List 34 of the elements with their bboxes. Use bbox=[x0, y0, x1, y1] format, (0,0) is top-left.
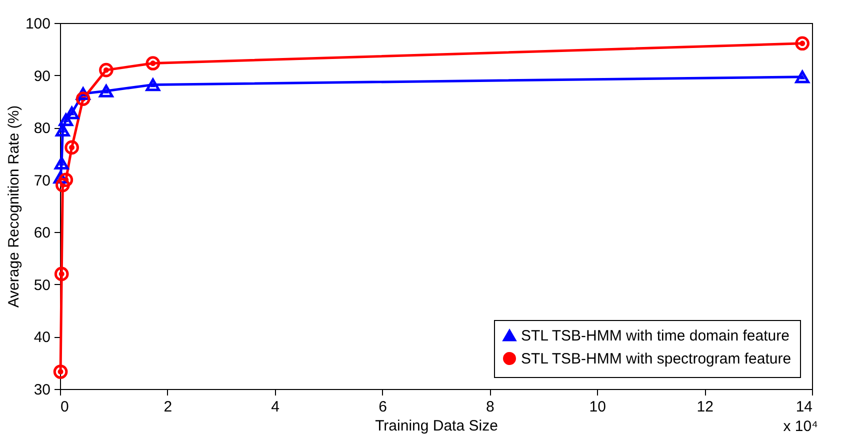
point bbox=[53, 364, 68, 379]
x-tick-label: 6 bbox=[378, 398, 387, 416]
point bbox=[64, 106, 79, 120]
y-tick-label: 50 bbox=[34, 276, 50, 294]
point bbox=[146, 78, 160, 92]
y-tick-label: 30 bbox=[34, 382, 50, 398]
point bbox=[58, 113, 74, 126]
x-tick-label: 0 bbox=[60, 398, 69, 416]
y-tick-label: 80 bbox=[34, 120, 50, 138]
x-tick-label: 2 bbox=[164, 398, 172, 416]
point bbox=[99, 84, 114, 98]
y-tick-label: 100 bbox=[25, 16, 50, 32]
x-tick-label: 4 bbox=[271, 398, 280, 416]
text: x 10⁴ bbox=[783, 418, 818, 435]
y-axis-title: Average Recognition Rate (%) bbox=[5, 105, 22, 308]
point bbox=[54, 156, 69, 170]
point bbox=[64, 140, 79, 155]
legend-label: STL TSB-HMM with spectrogram feature bbox=[521, 350, 792, 368]
point bbox=[146, 56, 160, 70]
point bbox=[795, 70, 810, 84]
point bbox=[795, 36, 810, 51]
y-tick-label: 40 bbox=[34, 329, 50, 346]
x-tick-label: 10 bbox=[589, 398, 606, 416]
x-axis-title: Training Data Size bbox=[375, 418, 498, 434]
x-tick-label: 8 bbox=[486, 398, 494, 416]
legend-label: STL TSB-HMM with time domain feature bbox=[521, 328, 790, 344]
point bbox=[99, 62, 114, 78]
y-tick-label: 60 bbox=[34, 224, 50, 242]
x-tick-label: 14 bbox=[796, 398, 812, 416]
x-tick-label: 12 bbox=[696, 398, 714, 416]
y-tick-label: 90 bbox=[34, 68, 50, 85]
point bbox=[56, 124, 70, 137]
y-tick-label: 70 bbox=[34, 172, 50, 190]
point bbox=[54, 266, 69, 282]
